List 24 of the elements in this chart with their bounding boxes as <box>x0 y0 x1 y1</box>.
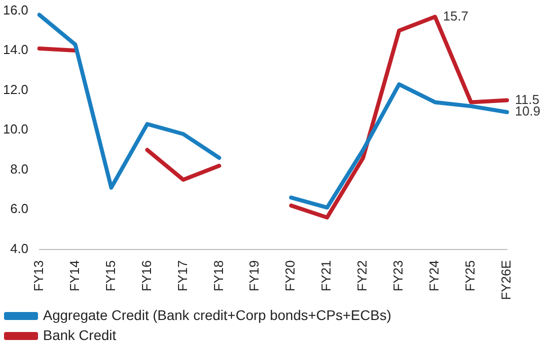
y-tick-label: 4.0 <box>10 240 28 256</box>
y-tick-label: 14.0 <box>2 42 28 58</box>
legend-label: Bank Credit <box>43 326 116 343</box>
y-tick-label: 8.0 <box>10 161 28 176</box>
x-tick-label: FY20 <box>282 260 298 292</box>
y-tick-label: 12.0 <box>2 82 28 97</box>
x-tick-label: FY21 <box>318 260 334 292</box>
x-tick-label: FY22 <box>354 260 370 292</box>
x-tick-label: FY18 <box>210 260 226 292</box>
x-tick-label: FY25 <box>462 260 478 292</box>
y-tick-label: 6.0 <box>10 201 28 216</box>
legend-label: Aggregate Credit (Bank credit+Corp bonds+CPs+ECBs) <box>43 306 392 323</box>
x-tick-label: FY15 <box>102 260 118 292</box>
x-tick-label: FY16 <box>138 260 154 292</box>
x-tick-label: FY19 <box>246 260 262 292</box>
x-tick-label: FY23 <box>390 260 406 292</box>
y-tick-label: 10.0 <box>2 122 28 137</box>
x-tick-label: FY13 <box>30 260 46 292</box>
data-label: 15.7 <box>443 8 468 24</box>
y-tick-label: 16.0 <box>2 2 28 18</box>
x-tick-label: FY17 <box>174 260 190 292</box>
x-tick-label: FY26E <box>498 260 514 300</box>
x-tick-label: FY24 <box>426 260 442 292</box>
x-tick-label: FY14 <box>66 260 82 292</box>
